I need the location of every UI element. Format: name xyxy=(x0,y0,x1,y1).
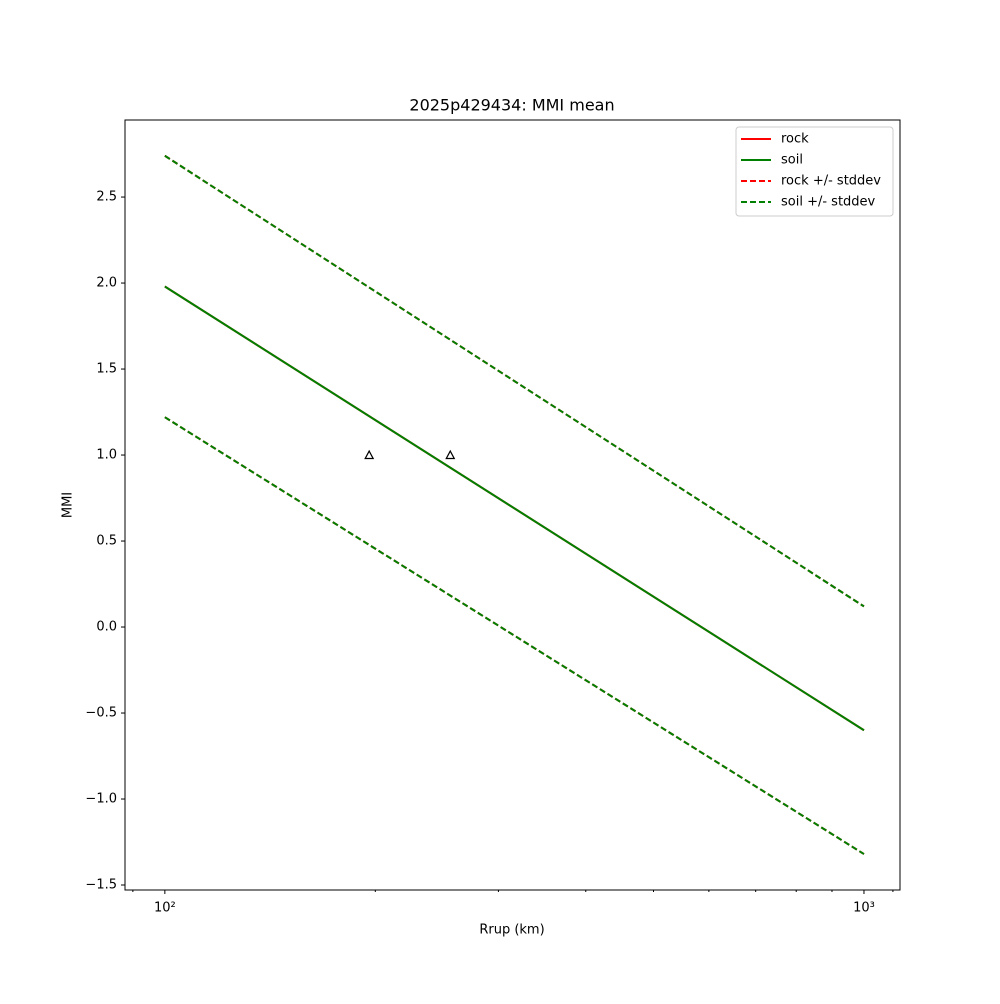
y-tick-label: 2.0 xyxy=(96,276,117,291)
observation-marker xyxy=(445,449,456,460)
legend-label: rock xyxy=(781,132,809,147)
chart-title: 2025p429434: MMI mean xyxy=(409,96,614,115)
y-tick-label: −1.5 xyxy=(85,878,117,893)
x-axis-label: Rrup (km) xyxy=(479,923,544,938)
upper-stddev-line xyxy=(164,154,865,608)
lower-stddev-line xyxy=(164,416,865,855)
x-tick-label: 10³ xyxy=(853,901,875,916)
x-tick-label: 10² xyxy=(154,901,176,916)
legend-label: rock +/- stddev xyxy=(781,174,881,189)
y-tick-label: 0.0 xyxy=(96,620,117,635)
y-tick-label: −1.0 xyxy=(85,792,117,807)
y-tick-label: 2.5 xyxy=(96,190,117,205)
lower-stddev-line xyxy=(164,416,865,855)
legend-label: soil xyxy=(781,153,803,168)
y-tick-label: 0.5 xyxy=(96,534,117,549)
y-tick-label: −0.5 xyxy=(85,706,117,721)
y-axis-label: MMI xyxy=(61,492,76,518)
legend-label: soil +/- stddev xyxy=(781,195,876,210)
observation-marker xyxy=(364,449,375,460)
y-tick-label: 1.0 xyxy=(96,448,117,463)
plot-frame xyxy=(124,119,901,891)
legend-box xyxy=(735,126,894,217)
mean-line xyxy=(164,285,865,732)
y-tick-label: 1.5 xyxy=(96,362,117,377)
